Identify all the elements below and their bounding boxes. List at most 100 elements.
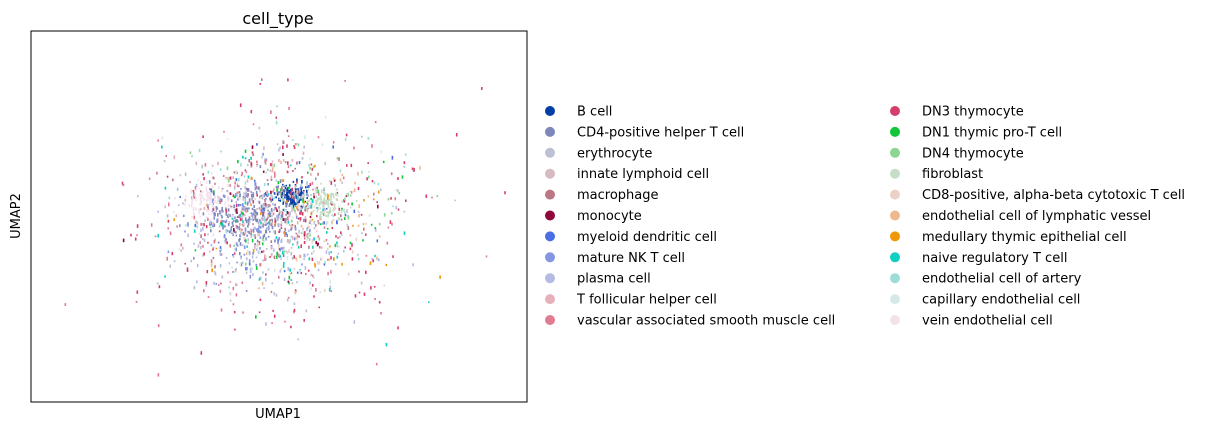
point: [202, 245, 204, 248]
point: [267, 209, 269, 212]
point: [317, 261, 319, 265]
point: [332, 218, 335, 221]
point: [218, 230, 221, 233]
point: [256, 143, 258, 146]
point: [230, 205, 233, 209]
point: [290, 325, 292, 329]
point: [203, 252, 205, 256]
point: [253, 179, 256, 182]
point: [274, 239, 276, 243]
point: [339, 178, 342, 182]
point: [326, 193, 328, 196]
point: [314, 164, 316, 168]
legend-marker: [545, 294, 555, 305]
point: [277, 181, 280, 185]
point: [161, 145, 163, 149]
point: [221, 215, 223, 219]
legend-marker: [890, 126, 900, 137]
point: [209, 188, 211, 191]
point: [262, 222, 264, 225]
point: [305, 207, 308, 211]
point: [286, 197, 288, 200]
point: [265, 223, 268, 226]
legend-label: CD8-positive, alpha-beta cytotoxic T cel…: [922, 188, 1185, 203]
point: [298, 192, 301, 196]
point: [266, 228, 269, 230]
point: [238, 177, 240, 182]
point: [287, 195, 290, 200]
point: [265, 248, 268, 250]
point: [229, 280, 232, 284]
point: [306, 238, 308, 242]
point: [328, 258, 330, 261]
point: [247, 242, 249, 244]
point: [373, 192, 375, 196]
point: [265, 197, 267, 201]
point: [316, 209, 319, 213]
point: [205, 188, 208, 192]
point: [221, 188, 223, 193]
point: [213, 240, 216, 244]
point: [309, 215, 312, 219]
point: [220, 308, 223, 312]
point: [347, 226, 350, 230]
point: [297, 201, 299, 204]
point: [307, 232, 309, 235]
point: [291, 195, 294, 199]
point: [301, 212, 304, 216]
point: [260, 230, 262, 234]
point: [341, 207, 343, 211]
point: [294, 227, 297, 231]
point: [304, 135, 306, 140]
point: [220, 214, 223, 217]
point: [312, 209, 315, 212]
point: [235, 234, 238, 237]
point: [293, 302, 296, 305]
point: [221, 206, 223, 211]
point: [290, 164, 292, 167]
point: [284, 233, 286, 237]
point: [243, 233, 246, 236]
point: [234, 248, 237, 252]
point: [263, 146, 265, 151]
point: [349, 241, 352, 244]
point: [200, 234, 202, 239]
point: [200, 200, 202, 204]
point: [436, 194, 439, 198]
point: [252, 252, 254, 255]
point: [280, 160, 282, 165]
point: [229, 292, 232, 296]
point: [330, 196, 332, 200]
point: [204, 163, 207, 167]
point: [250, 156, 252, 160]
point: [331, 269, 333, 272]
point: [267, 212, 270, 215]
point: [298, 161, 301, 165]
point: [368, 170, 370, 174]
point: [306, 235, 309, 239]
point: [211, 268, 213, 273]
point: [262, 223, 264, 228]
point: [225, 219, 228, 223]
point: [190, 191, 193, 195]
point: [288, 249, 290, 254]
point: [367, 195, 370, 198]
point: [239, 103, 242, 108]
point: [293, 202, 295, 206]
point: [261, 250, 263, 254]
point: [265, 322, 267, 326]
point: [211, 190, 214, 194]
point: [207, 212, 210, 215]
point: [305, 186, 307, 189]
point: [342, 176, 345, 180]
point: [163, 160, 166, 163]
point: [380, 311, 382, 315]
point: [291, 220, 293, 223]
point: [294, 225, 297, 229]
point: [283, 231, 285, 234]
point: [309, 281, 311, 285]
point: [296, 206, 298, 210]
point: [266, 218, 268, 221]
point: [271, 282, 274, 285]
point: [231, 221, 234, 225]
